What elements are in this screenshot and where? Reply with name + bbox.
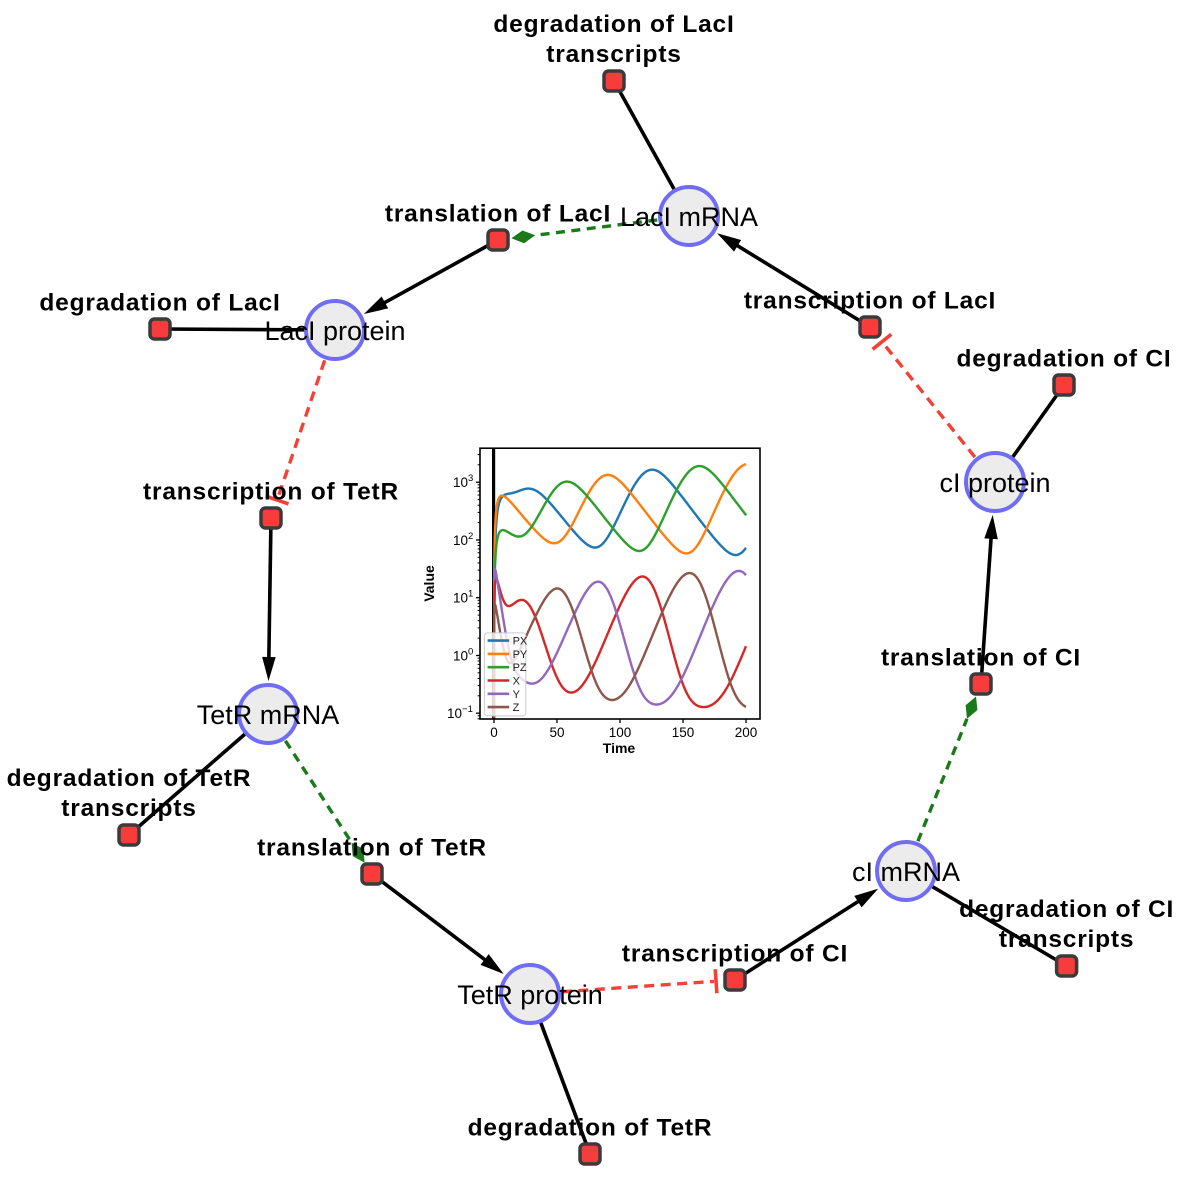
svg-text:Value: Value: [421, 565, 437, 602]
svg-text:transcription of TetR: transcription of TetR: [143, 479, 399, 506]
svg-text:degradation of TetR: degradation of TetR: [468, 1115, 713, 1142]
svg-text:degradation of CI: degradation of CI: [956, 346, 1171, 373]
svg-text:transcripts: transcripts: [546, 41, 681, 68]
svg-text:translation of TetR: translation of TetR: [257, 835, 487, 862]
svg-text:degradation of LacI: degradation of LacI: [39, 290, 280, 317]
svg-text:TetR protein: TetR protein: [457, 980, 603, 1010]
svg-text:degradation of LacI: degradation of LacI: [493, 11, 734, 38]
svg-text:cI protein: cI protein: [939, 468, 1050, 498]
svg-text:degradation of CI: degradation of CI: [959, 896, 1174, 923]
svg-text:cI mRNA: cI mRNA: [852, 857, 960, 887]
svg-text:X: X: [513, 676, 521, 688]
svg-text:Y: Y: [513, 689, 521, 701]
svg-text:TetR mRNA: TetR mRNA: [197, 700, 340, 730]
svg-text:translation of CI: translation of CI: [881, 645, 1081, 672]
svg-text:LacI protein: LacI protein: [264, 316, 405, 346]
svg-text:PX: PX: [513, 636, 528, 648]
svg-text:100: 100: [609, 725, 632, 740]
svg-text:200: 200: [735, 725, 758, 740]
svg-text:transcripts: transcripts: [999, 926, 1134, 953]
svg-text:0: 0: [490, 725, 498, 740]
svg-text:Z: Z: [513, 702, 520, 714]
svg-text:translation of LacI: translation of LacI: [385, 201, 611, 228]
svg-text:LacI mRNA: LacI mRNA: [620, 202, 758, 232]
svg-text:transcription of LacI: transcription of LacI: [744, 288, 996, 315]
svg-text:PY: PY: [513, 649, 528, 661]
svg-text:PZ: PZ: [513, 662, 527, 674]
svg-text:transcripts: transcripts: [61, 795, 196, 822]
svg-text:50: 50: [549, 725, 564, 740]
svg-text:degradation of TetR: degradation of TetR: [7, 765, 252, 792]
svg-text:transcription of CI: transcription of CI: [622, 941, 848, 968]
svg-text:150: 150: [672, 725, 695, 740]
svg-text:Time: Time: [603, 740, 636, 756]
